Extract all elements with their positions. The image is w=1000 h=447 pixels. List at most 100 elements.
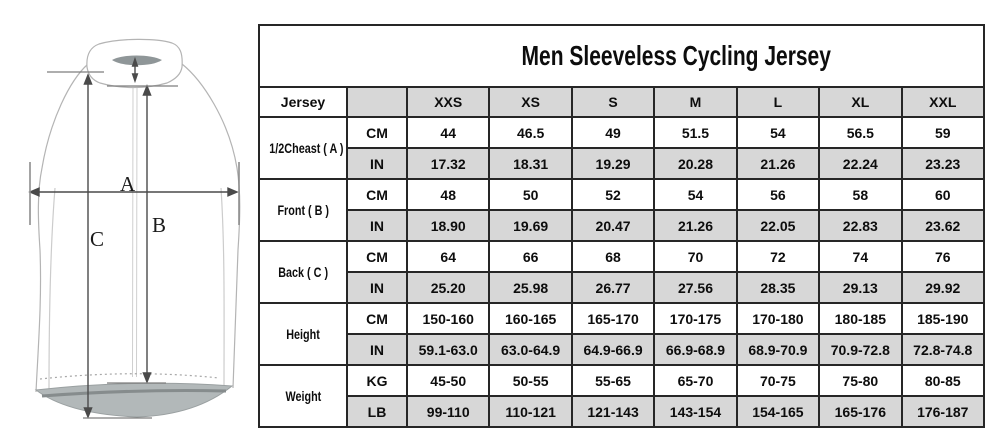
size-value-cell: 29.92: [900, 271, 986, 304]
label-b: B: [152, 213, 166, 237]
size-value-cell: 20.47: [570, 209, 656, 242]
size-value-cell: 46.5: [488, 116, 573, 149]
size-value-cell: 72.8-74.8: [900, 333, 986, 366]
unit-cell: CM: [346, 116, 408, 149]
size-value-cell: 68: [570, 240, 656, 273]
size-value-cell: 22.05: [735, 209, 821, 242]
size-value-cell: 49: [570, 116, 656, 149]
size-value-cell: 154-165: [735, 395, 821, 428]
size-value-cell: 21.26: [735, 147, 821, 180]
unit-cell: CM: [346, 240, 408, 273]
size-value-cell: 19.69: [488, 209, 573, 242]
size-value-cell: 176-187: [900, 395, 986, 428]
size-value-cell: 55-65: [570, 364, 656, 397]
size-value-cell: 143-154: [653, 395, 738, 428]
size-value-cell: 50-55: [488, 364, 573, 397]
size-value-cell: 44: [405, 116, 491, 149]
size-value-cell: 21.26: [653, 209, 738, 242]
unit-cell: IN: [346, 271, 408, 304]
size-value-cell: 23.23: [900, 147, 986, 180]
unit-cell: IN: [346, 147, 408, 180]
table-title-cell: Men Sleeveless Cycling Jersey: [258, 24, 985, 88]
size-value-cell: 56: [735, 178, 821, 211]
size-value-cell: 51.5: [653, 116, 738, 149]
size-value-cell: 70-75: [735, 364, 821, 397]
size-value-cell: 52: [570, 178, 656, 211]
measurement-label: Height: [258, 302, 348, 366]
size-value-cell: 25.20: [405, 271, 491, 304]
label-c: C: [90, 227, 104, 251]
size-table-body: 1/2Cheast ( A ) CM 44 46.5 49 51.5 54 56.5 59 IN 1…: [258, 116, 986, 428]
jersey-outline: [35, 63, 241, 393]
size-value-cell: 66: [488, 240, 573, 273]
size-value-cell: 22.24: [818, 147, 903, 180]
size-row: Front ( B ) CM 48 50 52 54 56 58 60: [258, 178, 986, 242]
size-value-cell: 165-176: [818, 395, 903, 428]
size-value-cell: 65-70: [653, 364, 738, 397]
size-value-cell: 170-175: [653, 302, 738, 335]
size-value-cell: 59: [900, 116, 986, 149]
size-value-cell: 56.5: [818, 116, 903, 149]
size-value-cell: 54: [653, 178, 738, 211]
unit-cell: CM: [346, 178, 408, 211]
size-value-cell: 18.90: [405, 209, 491, 242]
size-value-cell: 80-85: [900, 364, 986, 397]
size-value-cell: 27.56: [653, 271, 738, 304]
size-value-cell: 66.9-68.9: [653, 333, 738, 366]
size-value-cell: 23.62: [900, 209, 986, 242]
size-column-header: S: [570, 86, 656, 118]
size-column-header: L: [735, 86, 821, 118]
size-value-cell: 70: [653, 240, 738, 273]
size-value-cell: 45-50: [405, 364, 491, 397]
measurement-label: Back ( C ): [258, 240, 348, 304]
size-row: IN 59.1-63.0 63.0-64.9 64.9-66.9 66.9-68.9 68…: [259, 333, 986, 366]
unit-header-cell: [346, 86, 408, 118]
size-value-cell: 76: [900, 240, 986, 273]
size-row: IN 18.90 19.69 20.47 21.26 22.05 22.83 23.62: [259, 209, 986, 242]
size-value-cell: 68.9-70.9: [735, 333, 821, 366]
size-value-cell: 64.9-66.9: [570, 333, 656, 366]
size-value-cell: 28.35: [735, 271, 821, 304]
measurement-label: Weight: [258, 364, 348, 428]
size-row: LB 99-110 110-121 121-143 143-154 154-165 165-…: [259, 395, 986, 428]
size-value-cell: 180-185: [818, 302, 903, 335]
size-value-cell: 150-160: [405, 302, 491, 335]
size-column-header: XS: [488, 86, 573, 118]
size-value-cell: 165-170: [570, 302, 656, 335]
size-column-header: XXL: [900, 86, 986, 118]
hem-stripe: [41, 389, 227, 398]
size-column-header: M: [653, 86, 738, 118]
size-value-cell: 60: [900, 178, 986, 211]
size-value-cell: 29.13: [818, 271, 903, 304]
unit-cell: KG: [346, 364, 408, 397]
size-value-cell: 63.0-64.9: [488, 333, 573, 366]
size-column-header: XL: [818, 86, 903, 118]
size-value-cell: 18.31: [488, 147, 573, 180]
size-value-cell: 64: [405, 240, 491, 273]
measurement-label: Front ( B ): [258, 178, 348, 242]
size-row: Height CM 150-160 160-165 165-170 170-175 170-…: [258, 302, 986, 366]
size-row: Back ( C ) CM 64 66 68 70 72 74 76: [258, 240, 986, 304]
unit-cell: LB: [346, 395, 408, 428]
unit-cell: CM: [346, 302, 408, 335]
size-value-cell: 22.83: [818, 209, 903, 242]
size-row: IN 17.32 18.31 19.29 20.28 21.26 22.24 23.23: [259, 147, 986, 180]
size-value-cell: 20.28: [653, 147, 738, 180]
size-row: Weight KG 45-50 50-55 55-65 65-70 70-75 75-80 80…: [258, 364, 986, 428]
size-value-cell: 26.77: [570, 271, 656, 304]
measurement-letters: A B C: [90, 172, 166, 251]
size-header-row: Jersey XXS XS S M L XL XXL: [258, 86, 986, 118]
size-value-cell: 121-143: [570, 395, 656, 428]
zipper-line: [132, 84, 138, 378]
size-row: IN 25.20 25.98 26.77 27.56 28.35 29.13 29.92: [259, 271, 986, 304]
size-chart-table: Men Sleeveless Cycling Jersey Jersey XXS…: [258, 24, 986, 428]
size-value-cell: 99-110: [405, 395, 491, 428]
jersey-diagram: A B C: [28, 38, 241, 419]
unit-cell: IN: [346, 333, 408, 366]
unit-cell: IN: [346, 209, 408, 242]
size-row: 1/2Cheast ( A ) CM 44 46.5 49 51.5 54 56.5 59: [258, 116, 986, 180]
collar-opening: [112, 55, 162, 66]
size-value-cell: 58: [818, 178, 903, 211]
size-value-cell: 75-80: [818, 364, 903, 397]
